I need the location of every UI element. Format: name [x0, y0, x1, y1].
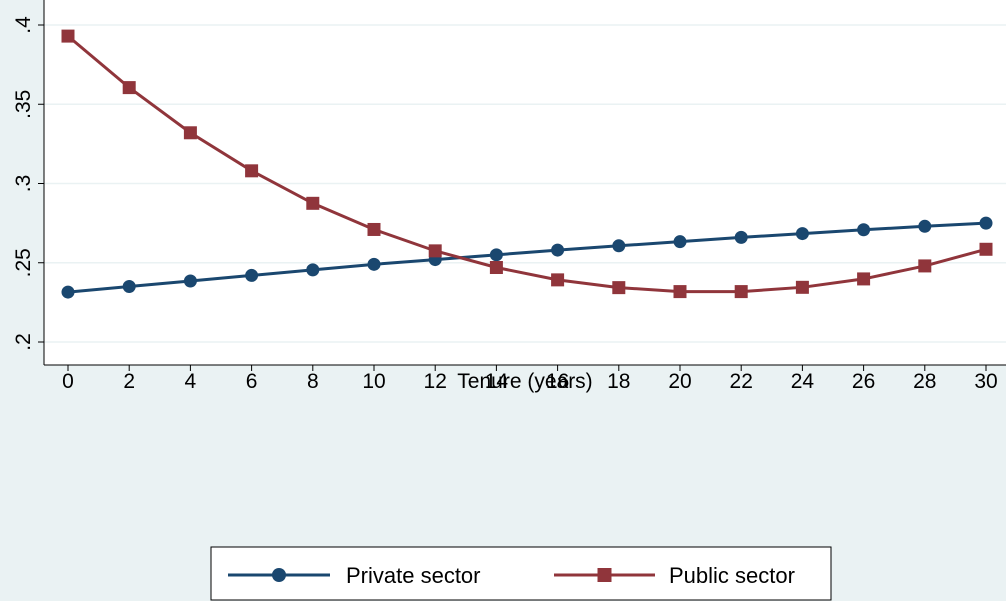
x-tick-label: 4	[185, 370, 197, 393]
legend-marker	[272, 568, 286, 582]
data-point	[183, 126, 197, 140]
axes: .2.25.3.35.40 2 4 6 8 10 12 14 16 18 20 22 24 26 28 30	[12, 0, 1006, 393]
series-line	[67, 221, 987, 294]
data-point	[245, 164, 259, 178]
series-layer	[61, 29, 993, 299]
data-point	[551, 273, 565, 287]
y-tick-label: .4	[12, 16, 35, 34]
legend-item-public-sector: Public sector	[554, 563, 795, 588]
x-tick-label: 22	[730, 370, 753, 393]
data-point	[428, 244, 442, 258]
gridlines	[44, 24, 1006, 343]
series-private-sector	[61, 216, 993, 299]
x-tick-label: 18	[607, 370, 630, 393]
legend-label: Private sector	[346, 563, 481, 588]
legend-item-private-sector: Private sector	[228, 563, 481, 588]
data-point	[61, 285, 75, 299]
data-point	[612, 239, 626, 253]
x-tick-label: 12	[424, 370, 447, 393]
y-tick-label: .2	[12, 333, 35, 351]
data-point	[367, 222, 381, 236]
x-tick-label: 28	[913, 370, 936, 393]
x-tick-label: 2	[123, 370, 135, 393]
data-point	[306, 263, 320, 277]
data-point	[857, 272, 871, 286]
data-point	[367, 257, 381, 271]
data-point	[61, 29, 75, 43]
data-point	[795, 227, 809, 241]
legend-marker	[597, 568, 612, 582]
data-point	[673, 235, 687, 249]
data-point	[612, 281, 626, 295]
y-tick-label: .35	[12, 90, 35, 119]
series-public-sector	[61, 29, 993, 299]
data-point	[734, 285, 748, 299]
data-point	[306, 196, 320, 210]
data-point	[245, 268, 259, 282]
x-tick-label: 26	[852, 370, 875, 393]
y-tick-label: .3	[12, 175, 35, 193]
x-tick-label: 0	[62, 370, 74, 393]
data-point	[551, 243, 565, 257]
x-tick-label: 14	[485, 370, 509, 393]
data-point	[183, 274, 197, 288]
data-point	[122, 81, 136, 95]
data-point	[857, 223, 871, 237]
series-line	[67, 34, 987, 294]
plot-area	[44, 0, 1006, 365]
data-point	[489, 261, 503, 275]
x-tick-label: 6	[246, 370, 258, 393]
x-tick-label: 24	[791, 370, 815, 393]
data-point	[979, 216, 993, 230]
x-axis-title: Tenure (years)	[457, 370, 592, 393]
x-tick-label: 10	[362, 370, 385, 393]
data-point	[122, 280, 136, 294]
x-tick-label: 16	[546, 370, 569, 393]
x-tick-label: 30	[974, 370, 997, 393]
data-point	[918, 219, 932, 233]
data-point	[489, 248, 503, 262]
x-tick-label: 8	[307, 370, 319, 393]
x-tick-label: 20	[668, 370, 691, 393]
data-point	[918, 259, 932, 273]
legend: Private sector Public sector	[210, 546, 832, 601]
data-point	[795, 280, 809, 294]
data-point	[673, 285, 687, 299]
y-tick-label: .25	[12, 248, 35, 277]
legend-label: Public sector	[669, 563, 795, 588]
data-point	[979, 242, 993, 256]
data-point	[734, 230, 748, 244]
